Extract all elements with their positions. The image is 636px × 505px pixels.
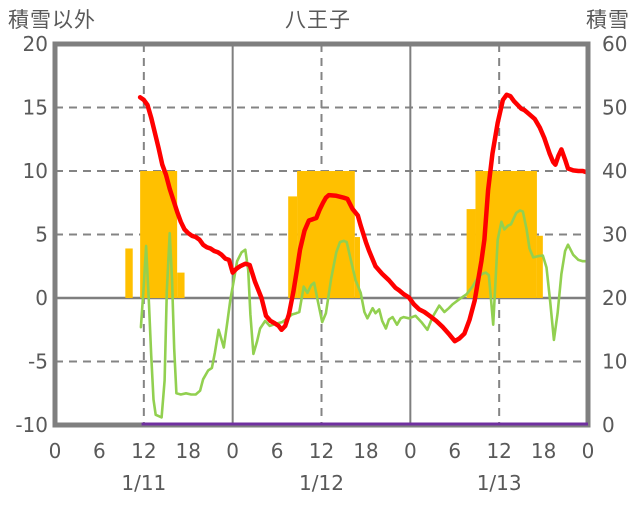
x-hour-tick-label: 18 (531, 439, 556, 463)
orange-bars-bar (354, 237, 360, 298)
y-right-tick-label: 50 (602, 96, 627, 120)
y-left-tick-label: 20 (23, 32, 48, 56)
x-hour-tick-label: 18 (176, 439, 201, 463)
x-day-label: 1/13 (477, 471, 522, 495)
x-day-label: 1/11 (121, 471, 166, 495)
x-hour-tick-label: 12 (486, 439, 511, 463)
y-left-tick-label: -5 (28, 350, 48, 374)
red-line (137, 92, 589, 344)
left-axis-title: 積雪以外 (8, 8, 96, 32)
orange-bars-bar (177, 272, 185, 298)
right-axis-title: 積雪 (586, 8, 630, 32)
orange-bars-bar (288, 196, 298, 298)
x-hour-tick-label: 18 (353, 439, 378, 463)
chart-title: 八王子 (285, 8, 351, 32)
x-hour-tick-label: 6 (93, 439, 106, 463)
x-hour-tick-label: 0 (226, 439, 239, 463)
y-right-tick-label: 40 (602, 159, 627, 183)
x-hour-tick-label: 0 (49, 439, 62, 463)
y-left-tick-label: 5 (35, 223, 48, 247)
x-hour-tick-label: 0 (582, 439, 595, 463)
x-hour-tick-label: 12 (131, 439, 156, 463)
y-right-tick-label: 20 (602, 286, 627, 310)
x-day-label: 1/12 (299, 471, 344, 495)
orange-bars-bar (536, 235, 543, 298)
y-left-tick-label: 10 (23, 159, 48, 183)
orange-bars-bar (125, 248, 133, 298)
green-line (139, 209, 588, 419)
x-hour-tick-label: 0 (404, 439, 417, 463)
x-hour-tick-label: 12 (309, 439, 334, 463)
x-hour-tick-label: 6 (448, 439, 461, 463)
orange-bars-bar (466, 209, 476, 298)
y-right-tick-label: 30 (602, 223, 627, 247)
y-right-tick-label: 10 (602, 350, 627, 374)
y-left-tick-label: -10 (15, 413, 48, 437)
y-left-tick-label: 15 (23, 96, 48, 120)
y-right-tick-label: 60 (602, 32, 627, 56)
y-left-tick-label: 0 (35, 286, 48, 310)
orange-bars-bar (297, 171, 355, 298)
y-right-tick-label: 0 (602, 413, 615, 437)
x-hour-tick-label: 6 (271, 439, 284, 463)
